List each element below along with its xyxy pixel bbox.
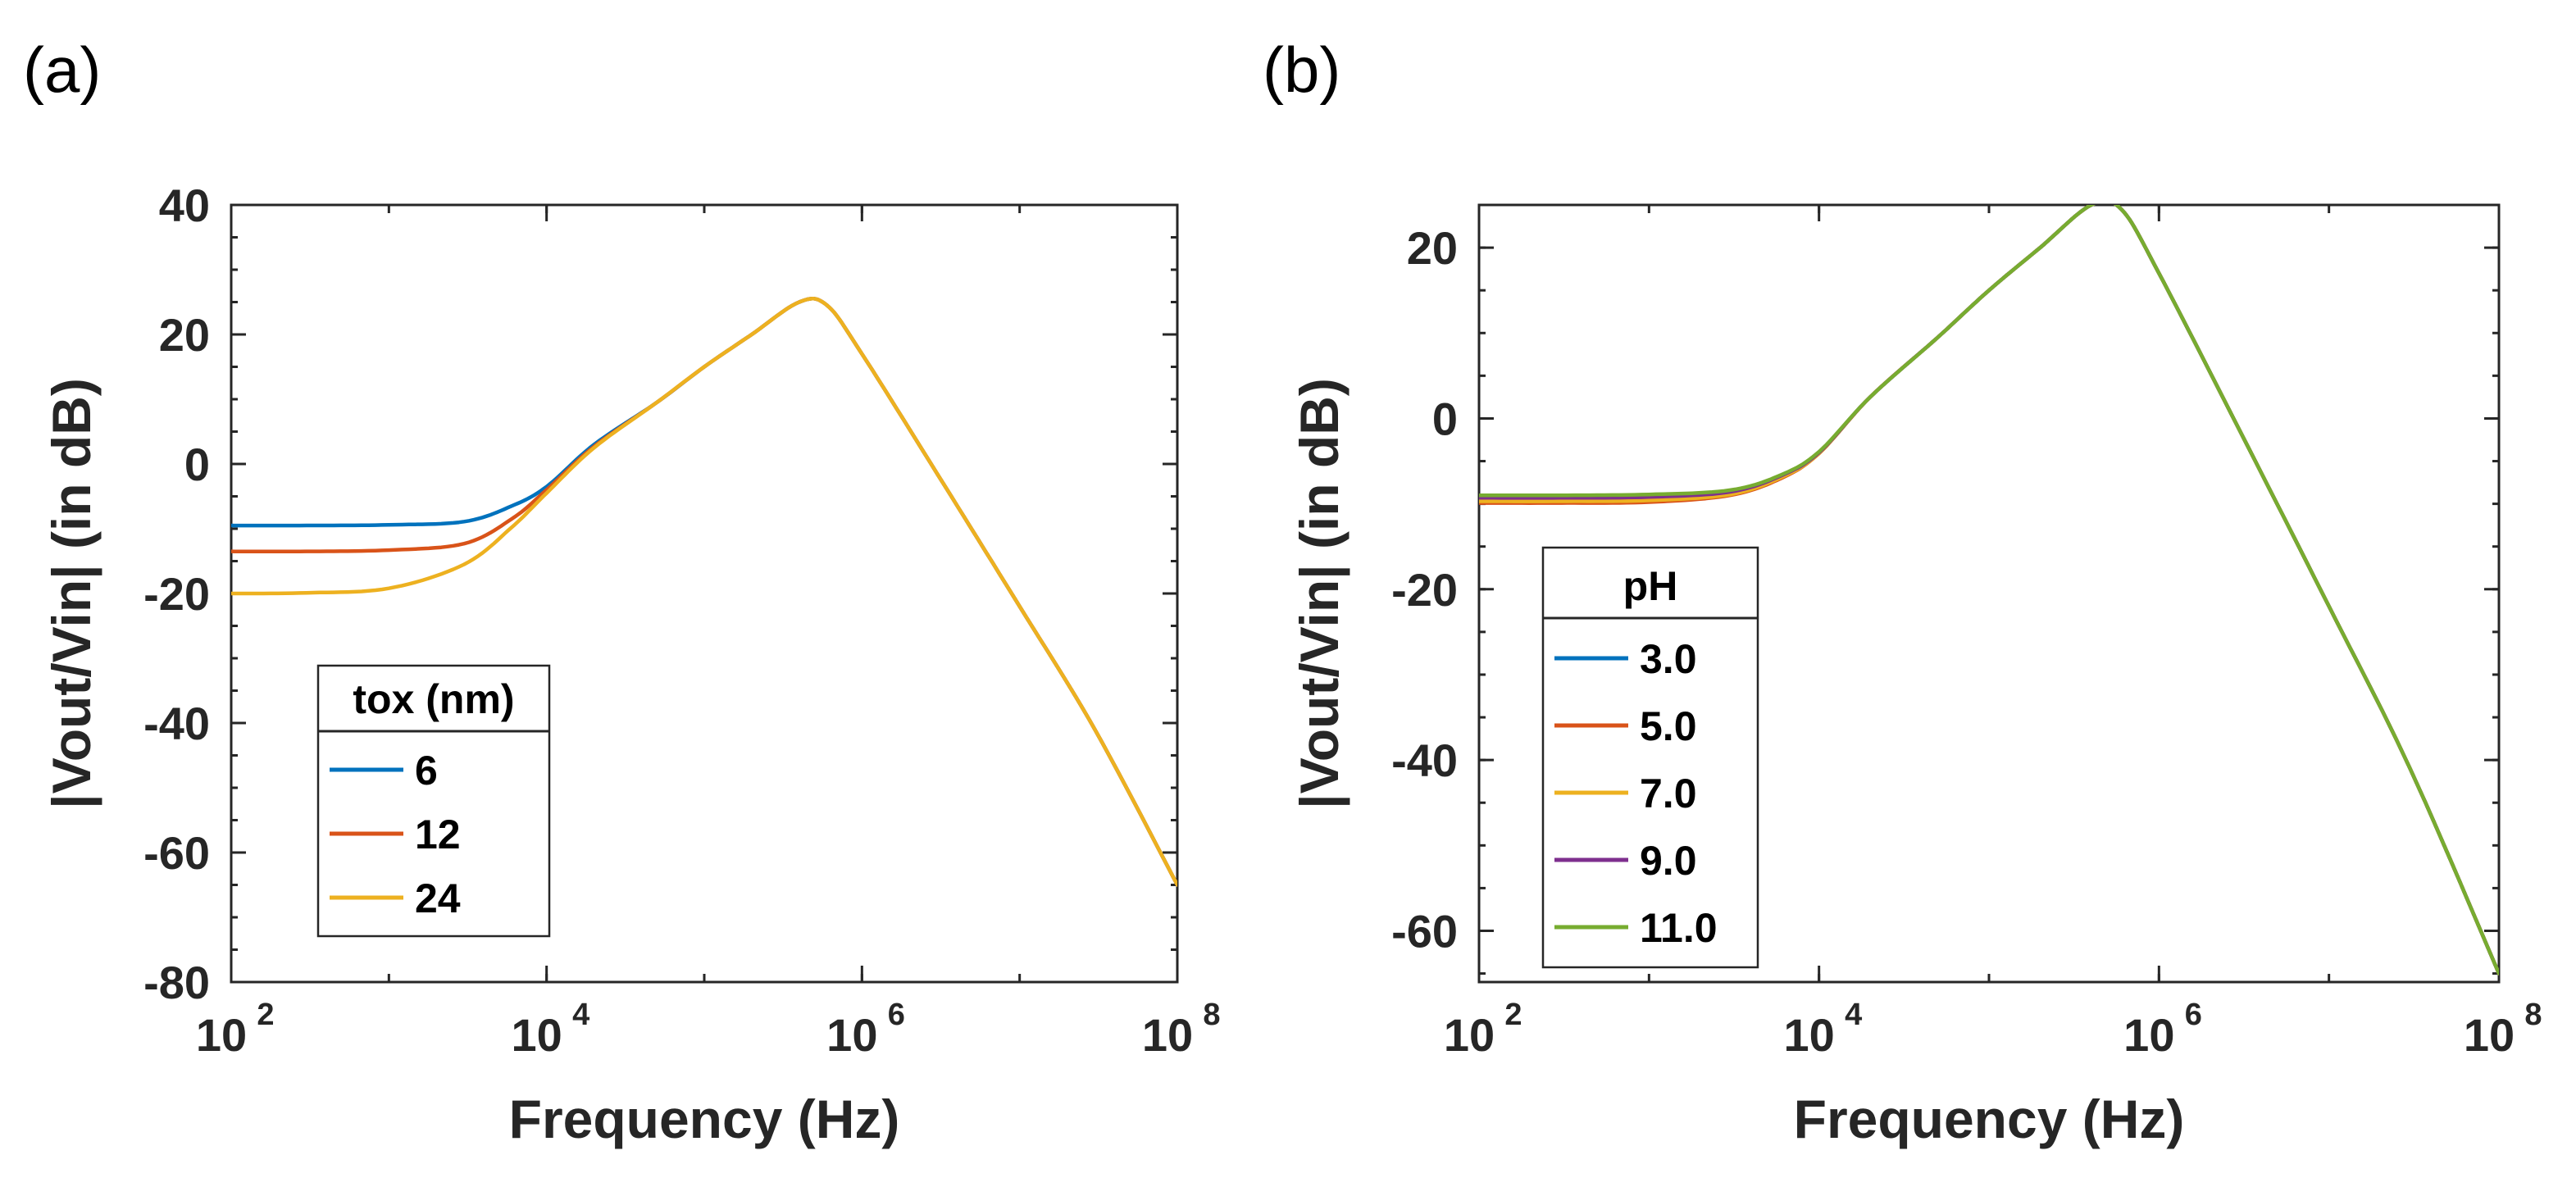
chart-a-legend-label: 12 [415,812,461,857]
chart-a-series-line-24 [231,297,1177,887]
chart-b-legend-label: 11.0 [1640,905,1718,951]
chart-a-x-tick-exponent: 2 [257,998,274,1032]
chart-a-y-tick-label: -80 [143,957,210,1008]
chart-a-legend-label: 24 [415,875,461,921]
chart-b-x-tick-label: 10 [2123,1009,2174,1061]
chart-a-y-tick-label: -40 [143,698,210,749]
chart-b-y-axis-title: |Vout/Vin| (in dB) [1289,378,1351,809]
chart-b-legend-label: 3.0 [1640,636,1697,682]
chart-a-legend-box [316,664,551,938]
chart-b-x-axis-title: Frequency (Hz) [1794,1089,2185,1149]
chart-a-x-tick-label: 10 [826,1009,877,1061]
chart-b-x-tick-exponent: 4 [1845,998,1862,1032]
chart-a: (a) 10 2 10 4 10 6 10 8 40 20 0 -20 -40 -60 -80 Frequenc… [23,34,1221,1149]
chart-a-panel-label: (a) [23,34,101,106]
chart-b-panel-label: (b) [1263,34,1340,106]
chart-b: (b) 10 2 10 4 10 6 10 8 20 0 -20 -40 -60 Frequency (Hz… [1263,34,2542,1149]
chart-b-x-tick-exponent: 8 [2524,998,2542,1032]
chart-a-y-tick-label: 40 [159,180,210,231]
chart-a-x-tick-exponent: 6 [888,998,905,1032]
chart-a-x-tick-label: 10 [1142,1009,1193,1061]
chart-a-x-tick-exponent: 8 [1203,998,1220,1032]
chart-b-legend-label: 5.0 [1640,703,1697,749]
chart-a-series-group [231,297,1177,887]
chart-b-y-tick-label: -60 [1391,905,1458,957]
chart-b-x-tick-label: 10 [2464,1009,2515,1061]
chart-b-y-tick-label: -40 [1391,734,1458,786]
chart-b-x-tick-label: 10 [1444,1009,1495,1061]
chart-b-x-tick-exponent: 2 [1504,998,1522,1032]
chart-a-x-tick-exponent: 4 [572,998,589,1032]
chart-b-x-tick-exponent: 6 [2185,998,2202,1032]
chart-a-x-tick-label: 10 [196,1009,247,1061]
chart-b-legend-title: pH [1623,563,1678,609]
chart-a-x-axis-title: Frequency (Hz) [509,1089,900,1149]
chart-b-legend-label: 7.0 [1640,771,1697,816]
chart-a-legend: tox (nm) 6 12 24 [316,664,551,938]
chart-a-y-tick-label: 0 [184,439,210,490]
chart-a-legend-label: 6 [415,748,438,794]
chart-a-y-tick-label: 20 [159,309,210,361]
chart-a-x-tick-label: 10 [512,1009,562,1061]
chart-a-legend-title: tox (nm) [353,676,514,722]
chart-b-y-tick-label: 0 [1432,393,1458,444]
chart-b-x-tick-label: 10 [1784,1009,1835,1061]
chart-a-y-tick-label: -20 [143,568,210,620]
chart-a-y-tick-label: -60 [143,827,210,879]
chart-b-legend-label: 9.0 [1640,838,1697,884]
chart-b-legend: pH 3.0 5.0 7.0 9.0 11.0 [1541,546,1759,969]
chart-b-y-tick-label: 20 [1407,222,1458,274]
chart-a-y-axis-title: |Vout/Vin| (in dB) [41,378,103,809]
chart-b-y-tick-label: -20 [1391,564,1458,616]
chart-b-series-group [1479,205,2499,975]
chart-b-series-line-11-0 [1479,205,2499,975]
